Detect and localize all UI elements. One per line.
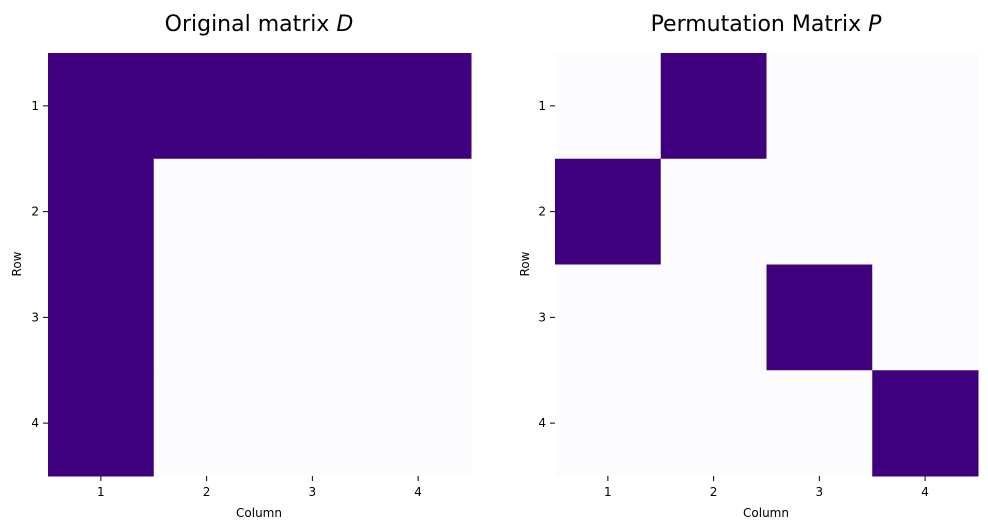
heatmap-cell-r4-c3 <box>259 370 366 477</box>
x-axis-ticks: 1 2 3 4 <box>604 476 929 499</box>
heatmap-cell-r4-c1 <box>555 370 662 477</box>
x-axis-label: Column <box>743 506 789 520</box>
heatmap-cell-r2-c4 <box>872 158 979 265</box>
y-tick-label: 4 <box>31 416 39 430</box>
heatmap-cell-r3-c1 <box>555 264 662 371</box>
heatmap-cell-r1-c1 <box>555 53 662 160</box>
y-axis-label: Row <box>10 251 24 276</box>
x-axis-ticks: 1 2 3 4 <box>97 476 422 499</box>
heatmap-cell-r1-c2 <box>660 53 767 160</box>
y-axis-label: Row <box>518 251 532 276</box>
heatmap-cell-r4-c4 <box>365 370 472 477</box>
y-axis-ticks: 1 2 3 4 <box>31 99 48 430</box>
x-tick-label: 2 <box>710 485 718 499</box>
x-tick-label: 3 <box>309 485 317 499</box>
heatmap-cell-r3-c4 <box>365 264 472 371</box>
y-tick-label: 1 <box>31 99 39 113</box>
heatmap-cell-r1-c2 <box>153 53 260 160</box>
heatmap-cell-r2-c3 <box>766 158 873 265</box>
chart-title-text: Original matrix <box>165 12 330 37</box>
heatmap-cell-r1-c4 <box>872 53 979 160</box>
chart-title-original-matrix: Original matrix D <box>165 12 354 37</box>
x-tick-label: 4 <box>414 485 422 499</box>
x-tick-label: 4 <box>921 485 929 499</box>
heatmap-cell-r1-c4 <box>365 53 472 160</box>
heatmap-panel-permutation-matrix: Permutation Matrix P 1 2 3 4 1 2 3 4 Column Ro… <box>518 12 979 520</box>
y-tick-label: 3 <box>31 310 39 324</box>
heatmap-cell-r1-c3 <box>766 53 873 160</box>
heatmap-cell-r4-c2 <box>660 370 767 477</box>
chart-title-text: Permutation Matrix <box>651 12 862 37</box>
heatmap-cell-r2-c1 <box>48 158 155 265</box>
y-tick-label: 2 <box>538 205 546 219</box>
x-tick-label: 2 <box>203 485 211 499</box>
heatmap-cell-r3-c3 <box>259 264 366 371</box>
y-tick-label: 2 <box>31 205 39 219</box>
heatmap-cell-r4-c3 <box>766 370 873 477</box>
heatmap-cell-r3-c3 <box>766 264 873 371</box>
x-axis-label: Column <box>236 506 282 520</box>
chart-title-permutation-matrix: Permutation Matrix P <box>651 12 883 37</box>
y-tick-label: 3 <box>538 310 546 324</box>
heatmap-cell-r4-c1 <box>48 370 155 477</box>
heatmap-cell-r3-c2 <box>153 264 260 371</box>
heatmap-cell-r2-c3 <box>259 158 366 265</box>
x-tick-label: 1 <box>97 485 105 499</box>
y-tick-label: 1 <box>538 99 546 113</box>
heatmap-cells <box>48 53 472 477</box>
heatmap-cell-r2-c1 <box>555 158 662 265</box>
heatmap-cell-r1-c3 <box>259 53 366 160</box>
heatmap-panel-original-matrix: Original matrix D 1 2 3 4 1 2 3 4 Column Row <box>10 12 472 520</box>
heatmap-cell-r1-c1 <box>48 53 155 160</box>
heatmap-cell-r2-c4 <box>365 158 472 265</box>
heatmap-cell-r4-c2 <box>153 370 260 477</box>
heatmap-cell-r4-c4 <box>872 370 979 477</box>
heatmap-cell-r2-c2 <box>153 158 260 265</box>
y-axis-ticks: 1 2 3 4 <box>538 99 555 430</box>
x-tick-label: 3 <box>816 485 824 499</box>
chart-title-symbol: D <box>336 12 353 37</box>
heatmap-cell-r3-c1 <box>48 264 155 371</box>
heatmap-cell-r3-c2 <box>660 264 767 371</box>
chart-title-symbol: P <box>868 12 882 37</box>
heatmap-cell-r2-c2 <box>660 158 767 265</box>
y-tick-label: 4 <box>538 416 546 430</box>
heatmap-cell-r3-c4 <box>872 264 979 371</box>
heatmap-cells <box>555 53 979 477</box>
x-tick-label: 1 <box>604 485 612 499</box>
